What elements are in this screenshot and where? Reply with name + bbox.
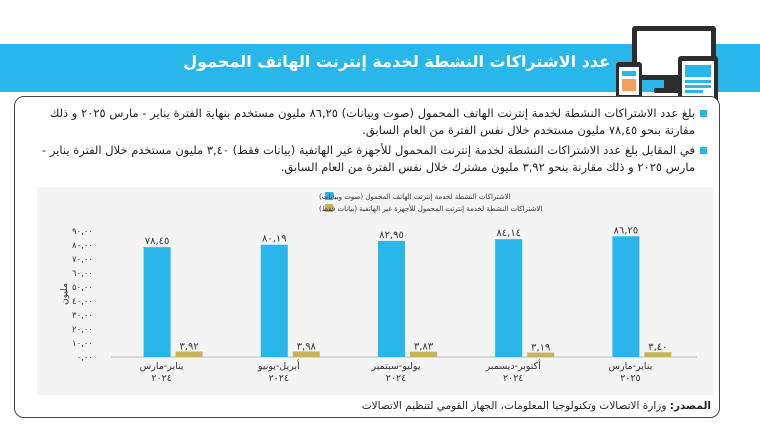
x-tick-label: يوليو-سبتمبر bbox=[371, 361, 421, 372]
data-label-series2: ٣,٩٨ bbox=[297, 341, 317, 352]
bar-series1 bbox=[612, 236, 640, 357]
x-tick-year: ٢٠٢٤ bbox=[503, 373, 523, 384]
y-tick-label: ٥٠,٠٠ bbox=[72, 283, 93, 293]
y-tick-label: ٣٠,٠٠ bbox=[72, 311, 93, 321]
bar-series2 bbox=[644, 352, 672, 357]
bar-series1 bbox=[378, 240, 405, 357]
bullet-list: بلغ عدد الاشتراكات النشطة لخدمة إنترنت ا… bbox=[23, 105, 707, 179]
legend-label: الاشتراكات النشطة لخدمة إنترنت الهاتف ال… bbox=[319, 193, 511, 201]
source-note: المصدر: وزارة الاتصالات وتكنولوجيا المعل… bbox=[362, 400, 711, 412]
data-label-series1: ٧٨,٤٥ bbox=[145, 236, 170, 247]
data-label-series2: ٣,١٩ bbox=[531, 343, 550, 354]
content-card: بلغ عدد الاشتراكات النشطة لخدمة إنترنت ا… bbox=[14, 96, 720, 418]
x-tick-year: ٢٠٢٤ bbox=[386, 373, 406, 384]
x-tick-label: يناير-مارس bbox=[608, 361, 652, 372]
data-label-series1: ٨٤,١٤ bbox=[496, 228, 521, 239]
legend-label: الاشتراكات النشطة لخدمة إنترنت المحمول ل… bbox=[319, 204, 542, 213]
source-label: المصدر: bbox=[669, 400, 711, 412]
y-tick-label: ٢٠,٠٠ bbox=[72, 325, 93, 335]
x-tick-year: ٢٠٢٤ bbox=[269, 373, 289, 384]
bar-series1 bbox=[495, 239, 523, 357]
bullet-item-1: بلغ عدد الاشتراكات النشطة لخدمة إنترنت ا… bbox=[23, 105, 707, 139]
legend-swatch bbox=[325, 192, 333, 200]
legend-swatch bbox=[325, 204, 333, 212]
data-label-series2: ٣,٩٢ bbox=[179, 342, 198, 353]
bar-series2 bbox=[410, 351, 437, 357]
y-tick-label: ٧٠,٠٠ bbox=[72, 255, 93, 265]
y-tick-label: ١٠,٠٠ bbox=[72, 339, 93, 349]
bar-chart: ٠,٠٠ ١٠,٠٠ ٢٠,٠٠ ٣٠,٠٠ ٤٠,٠٠ ٥٠,٠٠ ٦٠,٠٠ ٧٠,٠٠ ٨… bbox=[60, 192, 697, 384]
x-tick-label: يناير-مارس bbox=[140, 361, 184, 372]
y-tick-label: ٨٠,٠٠ bbox=[72, 241, 93, 251]
y-axis-title: مليون bbox=[60, 283, 70, 305]
data-label-series2: ٣,٨٣ bbox=[414, 342, 434, 353]
x-tick-label: أكتوبر-ديسمبر bbox=[485, 359, 542, 372]
x-tick-year: ٢٠٢٥ bbox=[620, 373, 640, 384]
bar-series2 bbox=[175, 351, 203, 357]
x-tick-year: ٢٠٢٤ bbox=[151, 373, 171, 384]
chart-area: ٠,٠٠ ١٠,٠٠ ٢٠,٠٠ ٣٠,٠٠ ٤٠,٠٠ ٥٠,٠٠ ٦٠,٠٠ ٧٠,٠٠ ٨… bbox=[37, 187, 713, 395]
bullet-item-2: في المقابل بلغ عدد الاشتراكات النشطة لخد… bbox=[23, 142, 707, 176]
x-tick-label: أبريل-يونيو bbox=[257, 359, 300, 372]
data-label-series2: ٣,٤٠ bbox=[648, 342, 667, 353]
y-tick-label: ٤٠,٠٠ bbox=[72, 297, 93, 307]
y-tick-label: ٠,٠٠ bbox=[77, 353, 93, 363]
source-text: وزارة الاتصالات وتكنولوجيا المعلومات، ال… bbox=[361, 400, 670, 412]
bar-series2 bbox=[527, 352, 555, 357]
y-tick-label: ٩٠,٠٠ bbox=[72, 227, 93, 237]
data-label-series1: ٨٢,٩٥ bbox=[379, 230, 404, 241]
page-title: عدد الاشتراكات النشطة لخدمة إنترنت الهات… bbox=[183, 52, 610, 71]
y-tick-label: ٦٠,٠٠ bbox=[72, 269, 93, 279]
data-label-series1: ٨٦,٢٥ bbox=[614, 225, 639, 236]
bar-series1 bbox=[143, 247, 171, 357]
bar-series2 bbox=[292, 351, 320, 357]
devices-icon bbox=[616, 26, 718, 106]
data-label-series1: ٨٠,١٩ bbox=[262, 234, 287, 245]
bar-series1 bbox=[260, 244, 288, 357]
